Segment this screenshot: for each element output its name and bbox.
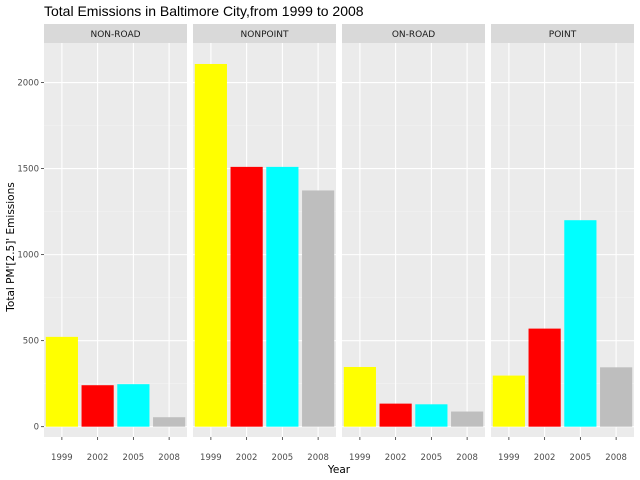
x-tick-label: 2002 [87,453,109,463]
x-tick-label: 1999 [498,453,520,463]
bar-on-road-2005 [415,404,448,427]
facet-strip-label: NON-ROAD [90,30,140,40]
bar-non-road-2008 [153,417,186,427]
y-axis-title: Total PM'[2.5]' Emissions [5,182,17,312]
y-tick-label: 1000 [17,251,39,261]
x-tick-label: 1999 [51,453,73,463]
bar-point-1999 [492,375,525,427]
bar-non-road-2005 [117,384,150,427]
x-tick-label: 2002 [236,453,258,463]
bar-on-road-1999 [343,366,376,427]
y-tick-label: 2000 [17,79,39,89]
x-tick-label: 2005 [272,453,294,463]
x-tick-label: 1999 [200,453,222,463]
y-tick-label: 0 [34,423,39,433]
chart-title: Total Emissions in Baltimore City,from 1… [44,3,364,19]
bar-nonpoint-2002 [230,166,263,427]
facet-strip-label: ON-ROAD [392,30,435,40]
x-tick-label: 2002 [385,453,407,463]
x-tick-label: 2005 [570,453,592,463]
facet-panels: NON-ROAD 1999 2002 2005 2008 NONPOINT 1999 2002… [44,24,634,463]
bar-on-road-2008 [451,411,484,427]
x-tick-label: 2002 [534,453,556,463]
facet-strip [342,24,485,43]
y-tick-label: 1500 [17,165,39,175]
x-tick-label: 1999 [349,453,371,463]
bar-point-2008 [600,367,633,427]
facet-strip-label: NONPOINT [241,30,289,40]
x-tick-label: 2008 [158,453,180,463]
bar-nonpoint-1999 [194,63,227,427]
bar-nonpoint-2005 [266,166,299,427]
bar-nonpoint-2008 [302,190,335,427]
facet-strip-label: POINT [549,30,577,40]
y-axis: 0 500 1000 1500 2000 [17,79,44,433]
bar-non-road-2002 [81,385,114,427]
bar-point-2005 [564,220,597,427]
facet-strip [193,24,336,43]
facet-panel-on-road: ON-ROAD 1999 2002 2005 2008 [342,24,485,463]
x-tick-label: 2005 [421,453,443,463]
facet-panel-nonpoint: NONPOINT 1999 2002 2005 2008 [193,24,336,463]
x-tick-label: 2005 [123,453,145,463]
bar-non-road-1999 [45,336,78,427]
bar-on-road-2002 [379,403,412,427]
x-tick-label: 2008 [605,453,627,463]
x-tick-label: 2008 [307,453,329,463]
x-tick-label: 2008 [456,453,478,463]
bar-point-2002 [528,328,561,427]
facet-strip [491,24,634,43]
facet-strip [44,24,187,43]
facet-panel-non-road: NON-ROAD 1999 2002 2005 2008 [44,24,187,463]
y-tick-label: 500 [23,337,39,347]
x-axis-title: Year [327,464,351,476]
facet-panel-point: POINT 1999 2002 2005 2008 [491,24,634,463]
